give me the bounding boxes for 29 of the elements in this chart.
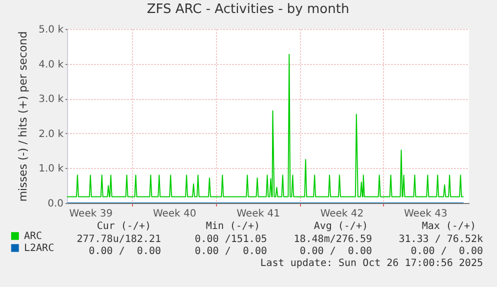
y-tick-label: 5.0 k [38, 24, 64, 36]
text: Min (-/+) [206, 221, 260, 233]
text: 0.00 / 0.00 [300, 246, 372, 258]
text: Avg (-/+) [314, 221, 368, 233]
text: Cur (-/+) [96, 221, 151, 233]
text: 31.33 / 76.52k [398, 234, 483, 246]
text: 18.48m/276.59 [294, 234, 372, 246]
legend-label: ARC [24, 231, 42, 242]
text: 0.00 / 0.00 [410, 246, 483, 258]
y-axis-title: misses (-) / hits (+) per second [16, 31, 30, 202]
y-tick-label: 1.0 k [38, 164, 64, 175]
x-tick-label: Week 43 [404, 208, 448, 220]
text: 0.00 / 0.00 [194, 246, 267, 258]
x-tick-label: Week 39 [69, 208, 113, 220]
text: 0.00 / 0.00 [88, 246, 161, 258]
chart-title: ZFS ARC - Activities - by month [146, 2, 350, 17]
text: Max (-/+) [422, 221, 476, 233]
y-tick-label: 0.0 [48, 198, 64, 210]
legend-label: L2ARC [24, 243, 54, 254]
x-tick-label: Week 40 [152, 208, 196, 220]
text: Last update: Sun Oct 26 17:00:56 2025 [260, 258, 483, 270]
text: 277.78u/182.21 [76, 234, 161, 246]
x-tick-label: Week 41 [236, 208, 280, 220]
x-tick-label: Week 42 [320, 208, 364, 220]
line-series [67, 54, 464, 198]
text: 0.00 /151.05 [194, 234, 267, 246]
y-tick-label: 2.0 k [38, 128, 64, 140]
y-tick-label: 3.0 k [38, 94, 64, 106]
y-tick-label: 4.0 k [38, 59, 64, 70]
